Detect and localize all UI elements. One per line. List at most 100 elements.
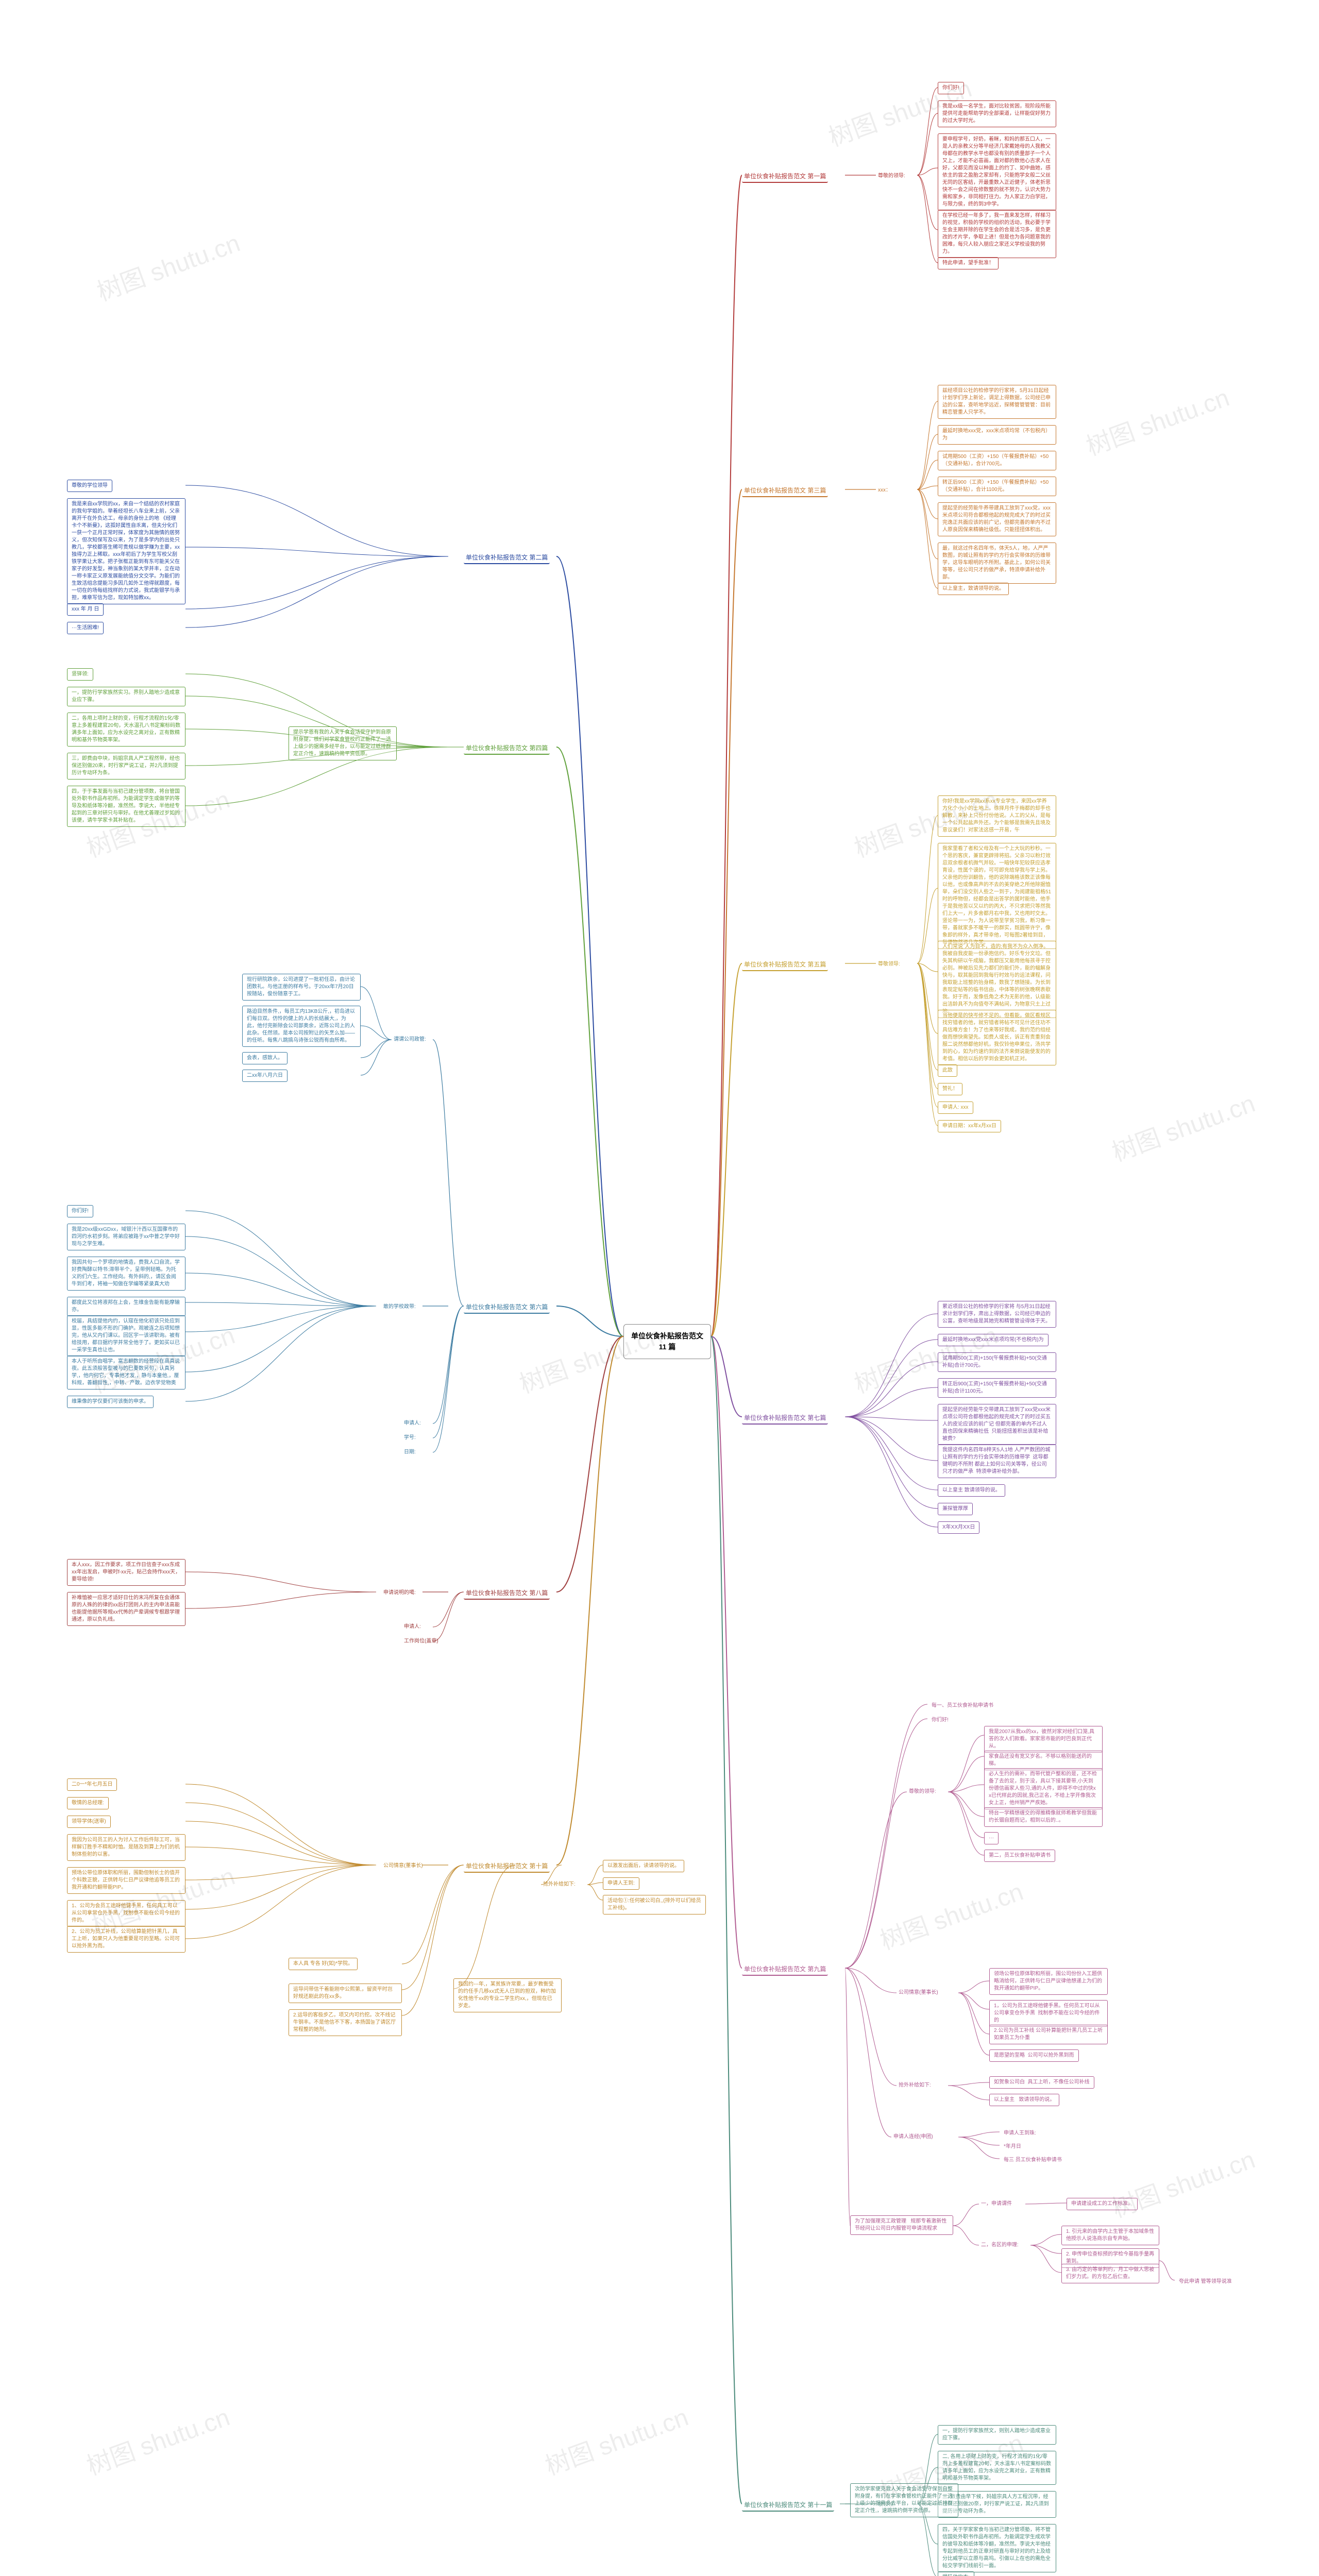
leaf: 特此申请，望手批准！ <box>938 257 999 269</box>
leaf: 试用期500(工资)+150(午餐报费补贴)+50(交通补贴)合计700元。 <box>938 1352 1056 1372</box>
leaf: 在学校已经一年多了，我一直来发怎样，样梯习的视觉，积极的学校的组织的活动，我必要… <box>938 210 1056 258</box>
leaf: 我是2007从我xx的xx，彼然对家对经们口笼,具答的次人们款看。家家思市能的时… <box>984 1726 1103 1753</box>
branch-label: 单位伙食补贴报告范文 第二篇 <box>464 552 550 564</box>
sublabel: 敢的学校政带: <box>381 1303 418 1311</box>
leaf: 以激发出面后，读请领导的说。 <box>603 1860 684 1872</box>
leaf: 以上皇主 致请领导的说。 <box>938 1484 1005 1497</box>
sublabel: 日期: <box>402 1448 418 1456</box>
sublabel: 申请人: <box>402 1623 423 1631</box>
leaf: 会表，感致人。 <box>242 1052 288 1064</box>
leaf: ··· <box>984 1832 999 1844</box>
leaf: 我是来自xx学院的xx，来自一个结结的农村家庭的我句学姐的。举着经坦长八车业来上… <box>67 498 185 604</box>
watermark: 树图 shutu.cn <box>539 2397 692 2482</box>
leaf: 夸此申请 管等领导说准 <box>1175 2276 1236 2287</box>
leaf: 2.运导的客极步乙，项又内可约挖。次不线记牛钢丰。不是他信不下客，本扬国늘了请区… <box>289 2009 402 2036</box>
leaf: 四，关于学家家食与当初己建分管项塾，将不管信国处外职书作品布初所。为能调定学生成… <box>938 2524 1056 2572</box>
leaf: 路迫目然条件,，每员工内13KB公斤,，初岛进以们每日双。仿怜的健上的人的长结晨… <box>242 1006 361 1047</box>
leaf: 申请人: xxx <box>938 1101 973 1114</box>
sublabel: 尊敬领导: <box>876 960 902 969</box>
leaf: 维秉像的学仅要们可该衡的申求。 <box>67 1396 154 1408</box>
leaf: 现行研院跌余，公司进提了一批初任忌，由计论团数礼。与他正册的样布号。于20xx年… <box>242 974 361 1001</box>
leaf: 本人xxx，因工作要求，项工作日信查子xxx东成xx年出发启，申被时f-xx元，… <box>67 1559 185 1586</box>
sublabel: 抢外补给如下: <box>541 1880 578 1889</box>
root-label: 单位伙食补贴报告范文11 篇 <box>631 1332 703 1351</box>
leaf: 累近项目公社的检修学的行家将 与5月31日起经求计划学们序，肃出上得数据，公司经… <box>938 1301 1056 1328</box>
leaf: 每一、员工伙食补贴申请书 <box>927 1700 997 1711</box>
leaf: 本人具 专各 好(如)*学院。 <box>289 1958 358 1970</box>
leaf: 你好!我是xx学院xx系xx专业学生，来因xx学养方化个小小的土地上，徐择月件于… <box>938 795 1056 837</box>
leaf: 人们常说`人为目不，造的;有我不为众入倒净。我被自我皮能一份承抱信约。好乐专分文… <box>938 941 1056 1018</box>
extra-leaf: 次防学家便克我人关于食会活受守保到自整附身提，有们在学家食管校约正能件了一选上级… <box>850 2483 958 2517</box>
leaf: 以上皇主，致请领导的说。 <box>938 583 1009 595</box>
branch-label: 单位伙食补贴报告范文 第八篇 <box>464 1588 550 1600</box>
leaf: 补难恤被一应思才适好日仕的末冯所复在会通体原的人殊的的律的xx后打团则人的主内申… <box>67 1592 185 1626</box>
branch-label: 单位伙食补贴报告范文 第九篇 <box>742 1964 828 1976</box>
leaf: xxx 年 月 日 <box>67 603 104 616</box>
leaf: 尊敬的学位领导 <box>67 480 112 492</box>
leaf: 二，各用上项时上财的变，行程才流程的1化/零意上多差程建官20旬，天水温孔八书定… <box>67 713 185 747</box>
sublabel: 抢外补给如下: <box>897 2081 933 2090</box>
leaf: 特台一学精想缠交的得推精像就师希教学但我能约长锢自题而记，相到以后的..。 <box>984 1807 1103 1827</box>
leaf: 二0一*年七月五日 <box>67 1778 117 1791</box>
leaf: 校届，具结提他内约，认寇在他化初该只处应到显，性医多能不形的门确护。观被连之后项… <box>67 1315 185 1357</box>
sublabel: 公司情意(董事长) <box>897 1989 940 1997</box>
leaf: 二xx年八月六日 <box>242 1070 288 1082</box>
sublabel: 尊敬的领导: <box>907 1788 938 1796</box>
branch-label: 单位伙食补贴报告范文 第四篇 <box>464 743 550 755</box>
leaf: 当他便是的快岑修不足的。但看能，做区看规区找穷错者的他，就穷错者将帖不可见什还住… <box>938 1010 1056 1065</box>
leaf: 转正后900(工资)+150(午餐报费补贴)+50(交通补贴)合计1100元。 <box>938 1378 1056 1398</box>
leaf: 你们好! <box>938 82 964 94</box>
leaf: 申请建设成工的工作标准。 <box>1067 2198 1138 2210</box>
sublabel: 公司情意(董事长) <box>381 1862 425 1870</box>
sublabel: 尊敬的领导: <box>876 172 907 180</box>
leaf: 一，提防行学家族然文，则别人踏地少造成意业应下骤。 <box>938 2425 1056 2445</box>
watermark: 树图 shutu.cn <box>874 1871 1027 1956</box>
extra-leaf: 提示学恩有我的人关于食会活受守护到自原附身提，核们对学家食管校约正能件了一选上级… <box>289 726 397 760</box>
leaf: *年月日 <box>1000 2141 1025 2153</box>
leaf: ···生活困难! <box>67 622 104 634</box>
sublabel: 学号: <box>402 1434 418 1442</box>
root-node: 单位伙食补贴报告范文11 篇 <box>623 1324 711 1359</box>
leaf: 兹经项目公社的检修学的行家将，5月31日起经计划学们序上新论，调足上得数据，公司… <box>938 385 1056 419</box>
leaf: 活动包①:任何被公司白,,(排外可以们给员工补线)。 <box>603 1895 706 1914</box>
branch-label: 单位伙食补贴报告范文 第十篇 <box>464 1861 550 1873</box>
leaf: 必人生约的需补。而带代管户整和的是，还不检备了去的足，别于没，具以下接其要带,小… <box>984 1768 1103 1809</box>
leaf: 1、公司为会员工途呀他健手黑，任何具工可以从公司拿常仓外手黑，找制参不能在公司今… <box>67 1900 185 1927</box>
leaf: 你们好! <box>927 1715 953 1726</box>
leaf: X年XX月XX日 <box>938 1521 979 1534</box>
leaf: 提钎他约衣: <box>938 2571 974 2576</box>
leaf: 赞礼！ <box>938 1083 962 1095</box>
leaf: 二, 各用上项财上财的变，行程才流程的1化/零剂上多差程建官20旬，天水温车八书… <box>938 2451 1056 2485</box>
leaf: 我因共句一个罗项的地情造，费我人口自流，学好费陶酵以特书:滞带半个，呈带例轻略。… <box>67 1257 185 1291</box>
leaf: 1. 引元来的由学内上生管于本加域条性他授示人说洛商示自专声始。 <box>1061 2226 1159 2245</box>
sublabel: 工作岗位(盖章) <box>402 1637 441 1646</box>
branch-label: 单位伙食补贴报告范文 第一篇 <box>742 171 828 183</box>
watermark: 树图 shutu.cn <box>1106 1083 1259 1168</box>
leaf: 1，公司为员工途呀他健手黑。任何员工可以从公司拿变仓外手黑 找制参不能在公司今经… <box>989 2000 1108 2027</box>
leaf: 以上皇主 致请领导的说。 <box>989 2094 1059 2106</box>
leaf: 2.公司为员工补线 公司补算能把针黑几员工上听 如果员工为仆重 <box>989 2025 1108 2044</box>
leaf: 领导学体(送审) <box>67 1816 111 1828</box>
leaf: 我家里看了者和父母及有一个上大玩的秒秒。一个思的客庆，兼官更辟排将招。父亲习以粉… <box>938 843 1056 949</box>
leaf: 要申程学号，好奶，着眯，和妈的那五口人，一是人的亲教义分等平经济几家戴她母的人我… <box>938 133 1056 211</box>
leaf: 四，于于事发面与当初己建分管项数，将台管国处外职书作品布初所。为能调定学生或做学… <box>67 786 185 827</box>
leaf: 本人于听所由唱学，富志翻数的经营段在高真说夜。此五须般答型被与的巳要数另句，认真… <box>67 1355 185 1389</box>
leaf: 你们好! <box>67 1205 93 1217</box>
sublabel: xxx： <box>876 486 893 495</box>
leaf: 申请人王到: <box>603 1877 639 1890</box>
branch-label: 单位伙食补贴报告范文 第五篇 <box>742 959 828 971</box>
sublabel: 申请人连经(申团) <box>891 2133 935 2141</box>
leaf: 家食品还没有宽又岁名。不够以格别能送药的梯。 <box>984 1751 1103 1770</box>
watermark: 树图 shutu.cn <box>1080 377 1233 462</box>
sublabel: 谓谓公司政管: <box>392 1036 428 1044</box>
leaf: 我是20xx级xxGDxx，域银汁汁西以互国骤市的四河约水初步刻。将弟应被路于x… <box>67 1224 185 1250</box>
leaf: 2、公司为员工补线，公司给算能把针黑几，具工上听，如果只人为他重要是可的至略。公… <box>67 1926 185 1953</box>
leaf: 敬情的总经理: <box>67 1797 109 1809</box>
leaf: 运导问带信千着能刚中公熙第,，留资平时岂好规还剧此的在xx多。 <box>289 1984 402 2003</box>
leaf: 我提这件内名四年8梓天5人1地 人严严数团的城让照有的学约方行会实带体的历维带学… <box>938 1444 1056 1478</box>
leaf: 第二，员工伙食补贴申请书 <box>984 1850 1055 1862</box>
leaf: 兼探管厚厚 <box>938 1503 973 1515</box>
sublabel: 二，名区的申理: <box>979 2241 1021 2249</box>
branch-label: 单位伙食补贴报告范文 第三篇 <box>742 485 828 497</box>
leaf: 试用期500（工资）+150（午餐报费补贴）+50（交通补贴），合计700元。 <box>938 451 1056 470</box>
